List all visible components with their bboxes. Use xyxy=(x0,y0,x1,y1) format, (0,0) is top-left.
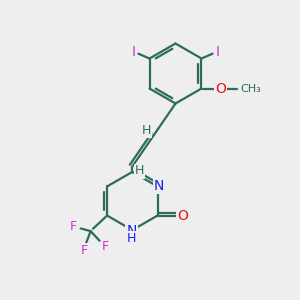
Text: F: F xyxy=(81,244,88,257)
Text: H: H xyxy=(135,164,145,178)
Text: I: I xyxy=(216,45,220,59)
Text: H: H xyxy=(142,124,151,137)
Text: F: F xyxy=(70,220,77,233)
Text: CH₃: CH₃ xyxy=(240,83,261,94)
Text: O: O xyxy=(177,208,188,223)
Text: H: H xyxy=(127,232,136,245)
Text: N: N xyxy=(127,224,137,238)
Text: F: F xyxy=(102,240,109,253)
Text: I: I xyxy=(131,45,135,59)
Text: N: N xyxy=(154,179,164,193)
Text: O: O xyxy=(215,82,226,95)
